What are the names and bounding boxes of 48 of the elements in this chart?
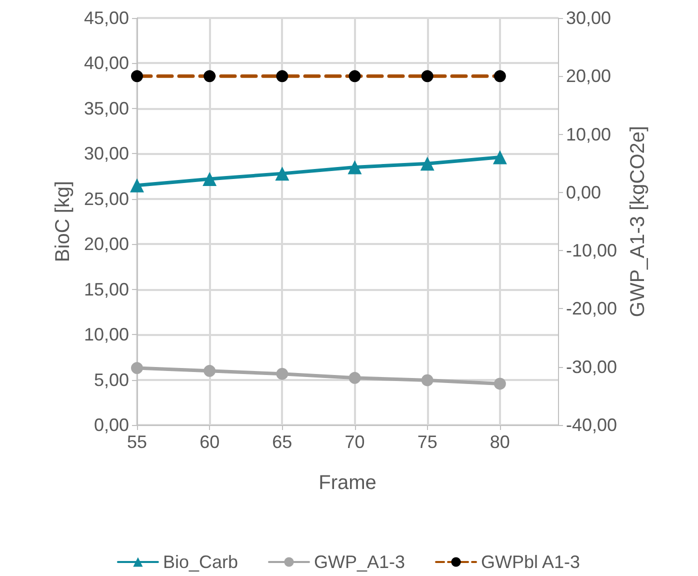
- y2-tick-label: 10,00: [566, 124, 612, 144]
- y-tick-label: 5,00: [94, 370, 129, 390]
- y-tick-label: 35,00: [84, 98, 129, 118]
- point: [494, 378, 506, 390]
- x-tick-label: 75: [417, 432, 438, 452]
- y-tick-label: 30,00: [84, 144, 129, 164]
- point: [420, 156, 434, 171]
- point: [348, 70, 361, 82]
- x-tick-label: 65: [272, 432, 292, 452]
- y2-tick-label: -20,00: [566, 298, 618, 319]
- x-axis-title: Frame: [318, 472, 376, 494]
- x-tick-label: 70: [344, 432, 365, 452]
- y-tick-label: 45,00: [84, 8, 129, 28]
- point: [421, 70, 434, 82]
- legend-label: Bio_Carb: [162, 552, 238, 572]
- point: [421, 374, 434, 386]
- point: [202, 172, 217, 186]
- point: [492, 150, 507, 164]
- point: [348, 372, 361, 384]
- point: [131, 70, 143, 82]
- y-tick-label: 0,00: [94, 415, 129, 435]
- y2-tick-label: -40,00: [566, 415, 618, 435]
- point: [494, 70, 506, 82]
- y2-tick-label: 20,00: [566, 66, 612, 86]
- point: [204, 364, 216, 377]
- x-tick-label: 80: [490, 432, 510, 452]
- point: [276, 70, 288, 82]
- point: [275, 166, 290, 181]
- x-tick-label: 60: [200, 432, 220, 452]
- y2-tick-label: -10,00: [566, 240, 618, 261]
- point: [348, 160, 362, 174]
- x-tick-label: 55: [126, 432, 148, 452]
- y-tick-label: 15,00: [84, 279, 129, 300]
- point: [204, 70, 216, 82]
- y2-tick-label: 0,00: [566, 182, 602, 202]
- legend-label: GWP_A1-3: [314, 552, 406, 572]
- y-axis-title: BioC [kg]: [52, 180, 74, 262]
- y2-tick-label: 30,00: [566, 8, 612, 28]
- legend-label: GWPbl A1-3: [481, 552, 580, 572]
- y-tick-label: 10,00: [84, 324, 129, 345]
- y-tick-label: 40,00: [84, 53, 129, 74]
- y2-tick-label: -30,00: [566, 356, 618, 377]
- point: [276, 368, 288, 380]
- y2-axis-title: GWP_A1-3 [kgCO2e]: [626, 126, 649, 318]
- point: [130, 178, 144, 192]
- y-tick-label: 25,00: [84, 188, 129, 209]
- y-tick-label: 20,00: [84, 234, 129, 254]
- point: [131, 362, 143, 374]
